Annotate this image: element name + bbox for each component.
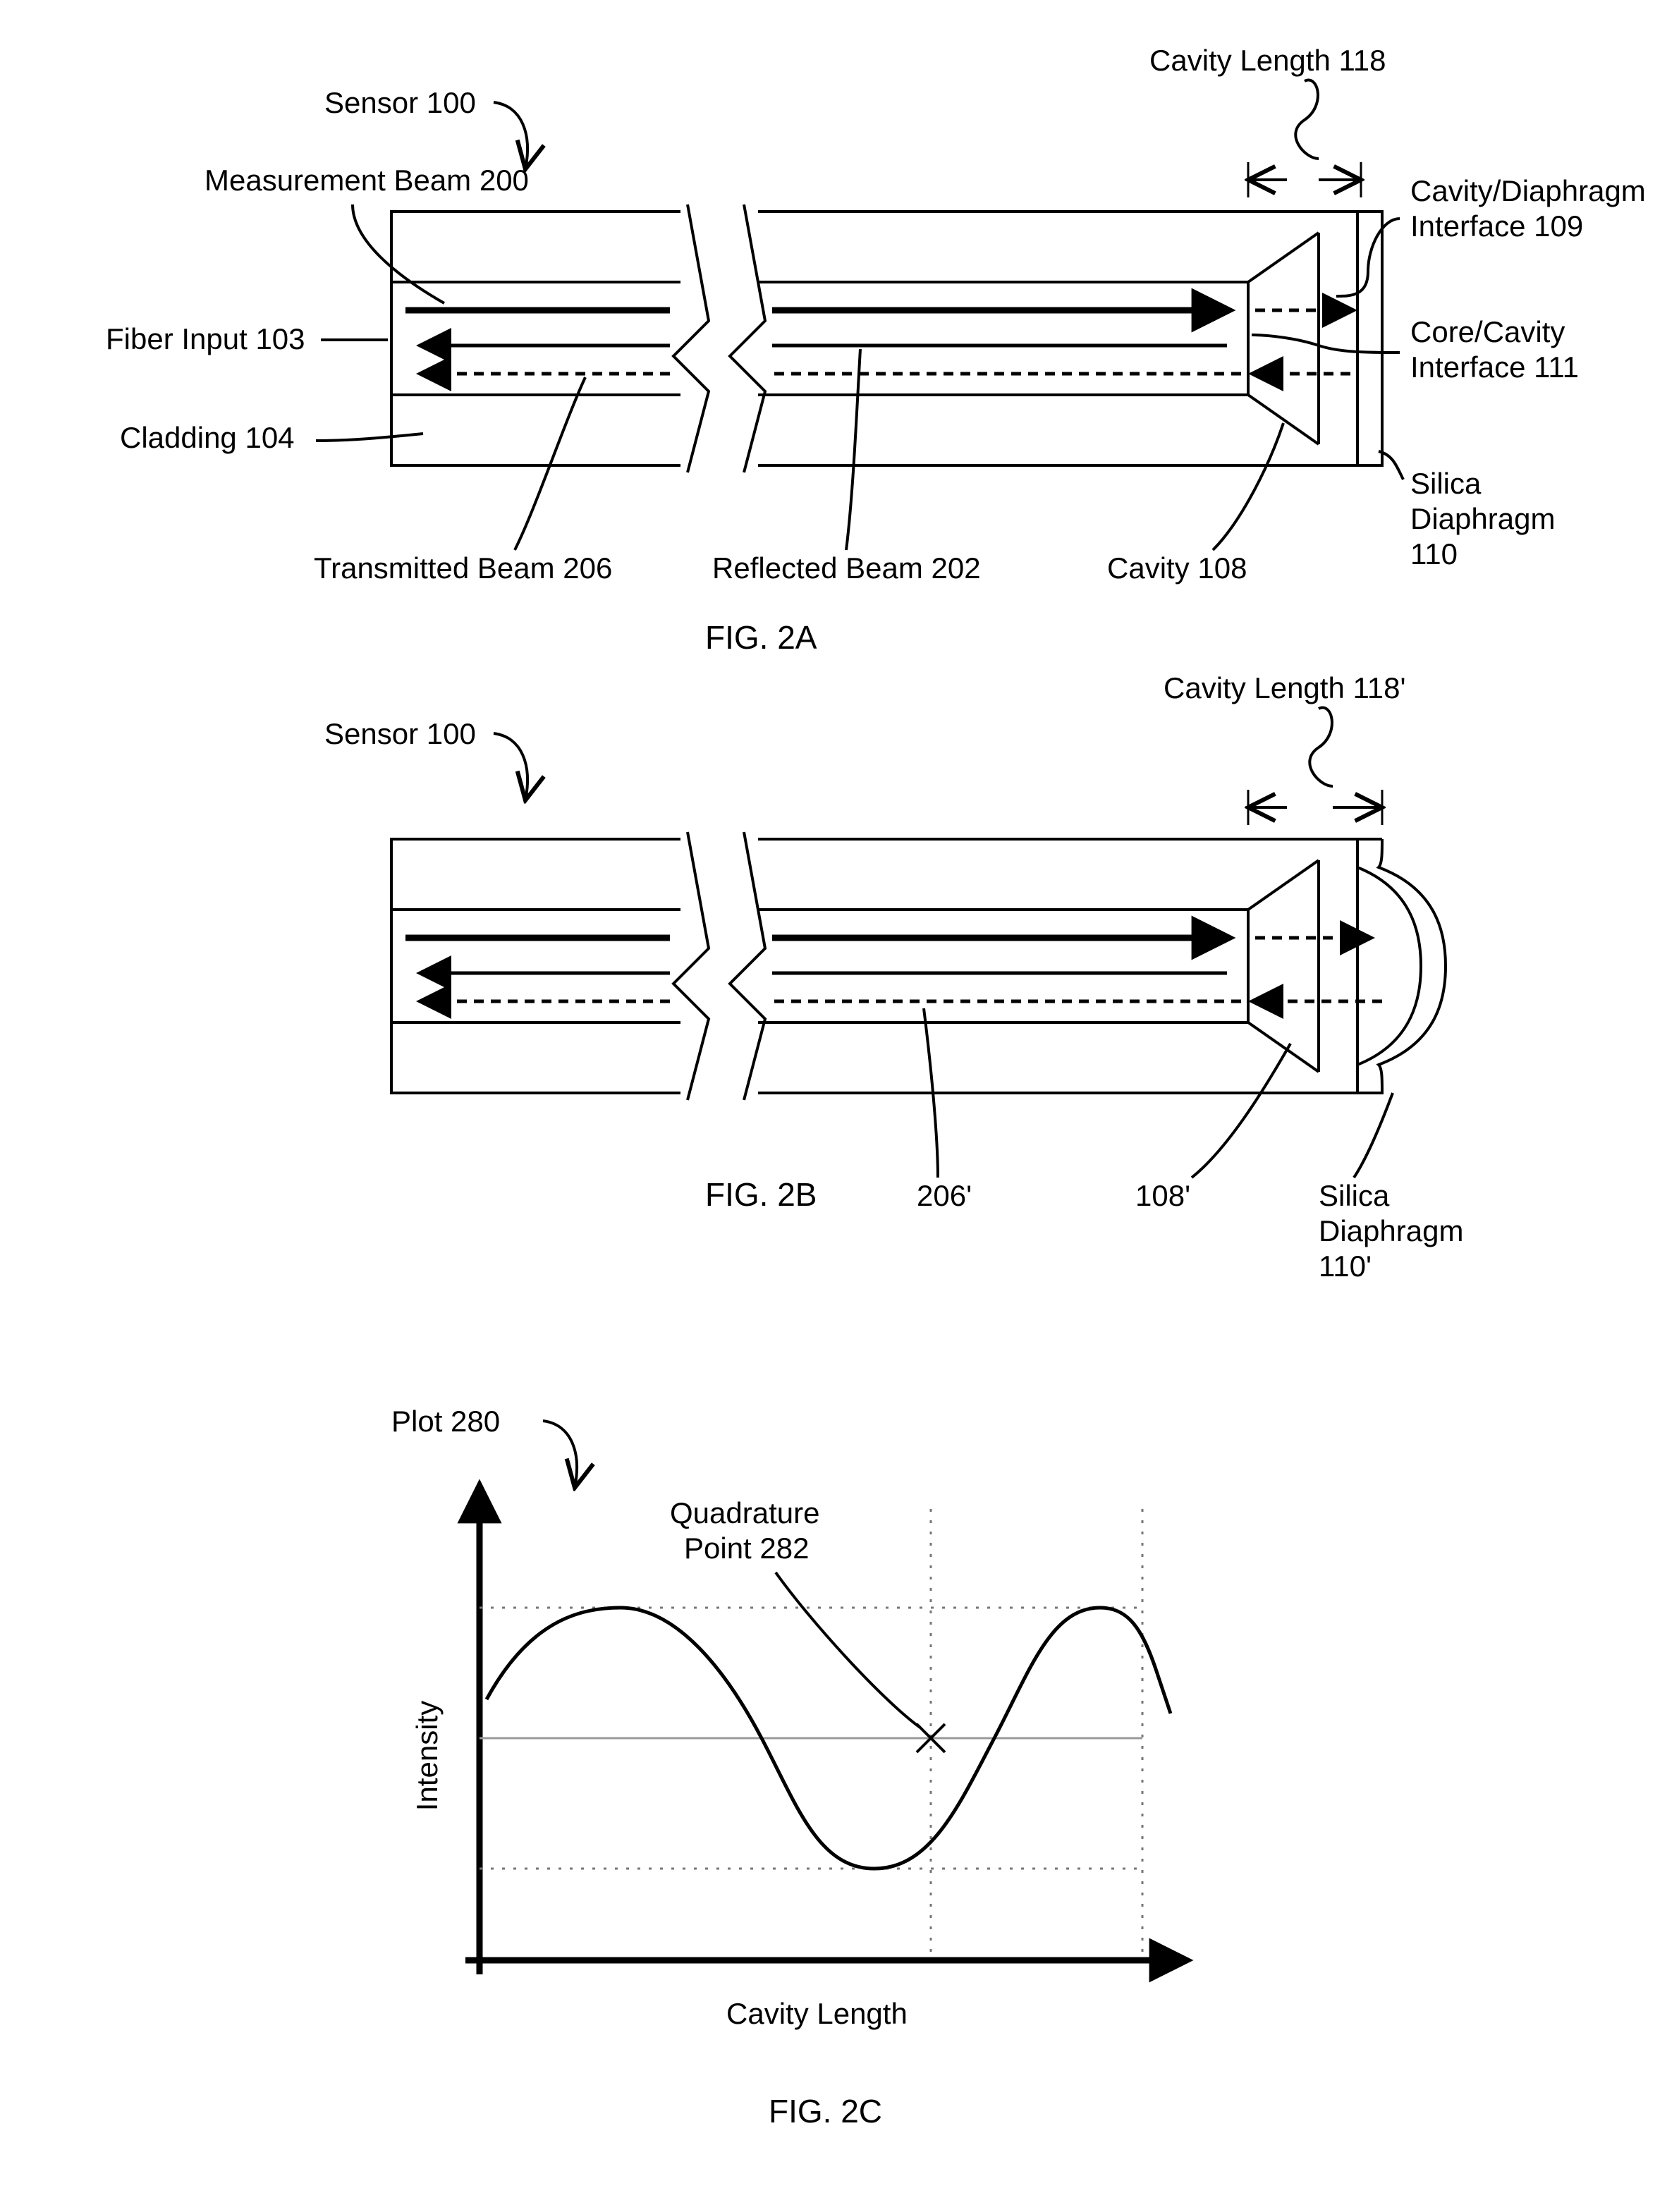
plot-pointer — [543, 1421, 577, 1488]
ptr-cavity — [1213, 423, 1283, 550]
cdi-line2: Interface 109 — [1410, 209, 1583, 243]
label-cavity-length-2a: Cavity Length 118 — [1149, 44, 1386, 77]
ptr-quadrature — [776, 1572, 920, 1728]
label-reflected-beam: Reflected Beam 202 — [712, 551, 981, 585]
sd-line2-2b: Diaphragm — [1319, 1214, 1463, 1247]
fiber-body-2b — [391, 839, 1446, 1093]
ptr-meas-beam — [353, 204, 444, 303]
sd-line1-2a: Silica — [1410, 467, 1482, 500]
cci-line1: Core/Cavity — [1410, 315, 1565, 348]
cci-line2: Interface 111 — [1410, 350, 1579, 384]
label-quadrature: Quadrature Point 282 — [670, 1496, 819, 1565]
ptr-sd-2b — [1354, 1093, 1393, 1178]
fig-2c: Plot 280 Intens — [391, 1405, 1185, 2129]
s-curve-cavlen-2b — [1309, 708, 1333, 786]
label-silica-diaphragm-2b: Silica Diaphragm 110' — [1319, 1179, 1463, 1283]
label-cavity-length-2b: Cavity Length 118' — [1164, 671, 1405, 704]
y-axis-label: Intensity — [410, 1701, 444, 1811]
label-transmitted-beam: Transmitted Beam 206 — [314, 551, 612, 585]
label-sensor-2a: Sensor 100 — [324, 86, 476, 119]
label-206p: 206' — [917, 1179, 972, 1212]
fig-2c-title: FIG. 2C — [769, 2093, 882, 2129]
label-silica-diaphragm-2a: Silica Diaphragm 110 — [1410, 467, 1555, 570]
sd-line3-2a: 110 — [1410, 537, 1458, 570]
cdi-line1: Cavity/Diaphragm — [1410, 174, 1646, 207]
ptr-108p — [1192, 1044, 1290, 1178]
fiber-body-2a — [391, 212, 1382, 465]
break-2b — [673, 832, 765, 1100]
sd-line2-2a: Diaphragm — [1410, 502, 1555, 535]
ptr-cci — [1252, 335, 1400, 353]
x-axis-label: Cavity Length — [726, 1997, 908, 2030]
fig-2a-title: FIG. 2A — [705, 619, 817, 656]
label-cavity: Cavity 108 — [1107, 551, 1247, 585]
label-sensor-2b: Sensor 100 — [324, 717, 476, 750]
chart: Intensity Cavity Length — [410, 1488, 1185, 2030]
label-core-cavity-interface: Core/Cavity Interface 111 — [1410, 315, 1579, 384]
label-cavity-diaphragm-interface: Cavity/Diaphragm Interface 109 — [1410, 174, 1646, 243]
sensor-pointer-2b — [494, 733, 527, 800]
fig-2b: Sensor 100 Cavity Length 118' — [324, 671, 1463, 1283]
s-curve-cavlen-2a — [1295, 80, 1319, 159]
ptr-refl-beam — [846, 349, 860, 550]
break-2a — [673, 204, 765, 472]
sd-line3-2b: 110' — [1319, 1249, 1372, 1283]
sensor-pointer-2a — [494, 102, 527, 169]
ptr-trans-beam — [515, 377, 585, 550]
ptr-cladding — [316, 434, 423, 441]
label-108p: 108' — [1135, 1179, 1190, 1212]
fig-2b-title: FIG. 2B — [705, 1176, 817, 1213]
ptr-cdi — [1336, 219, 1400, 296]
label-fiber-input: Fiber Input 103 — [106, 322, 305, 355]
q-line2: Point 282 — [684, 1532, 809, 1565]
sd-line1-2b: Silica — [1319, 1179, 1390, 1212]
q-line1: Quadrature — [670, 1496, 819, 1529]
fig-2a: Sensor 100 Cavity Length 118 — [106, 44, 1646, 656]
label-plot: Plot 280 — [391, 1405, 500, 1438]
label-measurement-beam: Measurement Beam 200 — [204, 164, 529, 197]
gridlines — [480, 1509, 1142, 1960]
label-cladding: Cladding 104 — [120, 421, 295, 454]
